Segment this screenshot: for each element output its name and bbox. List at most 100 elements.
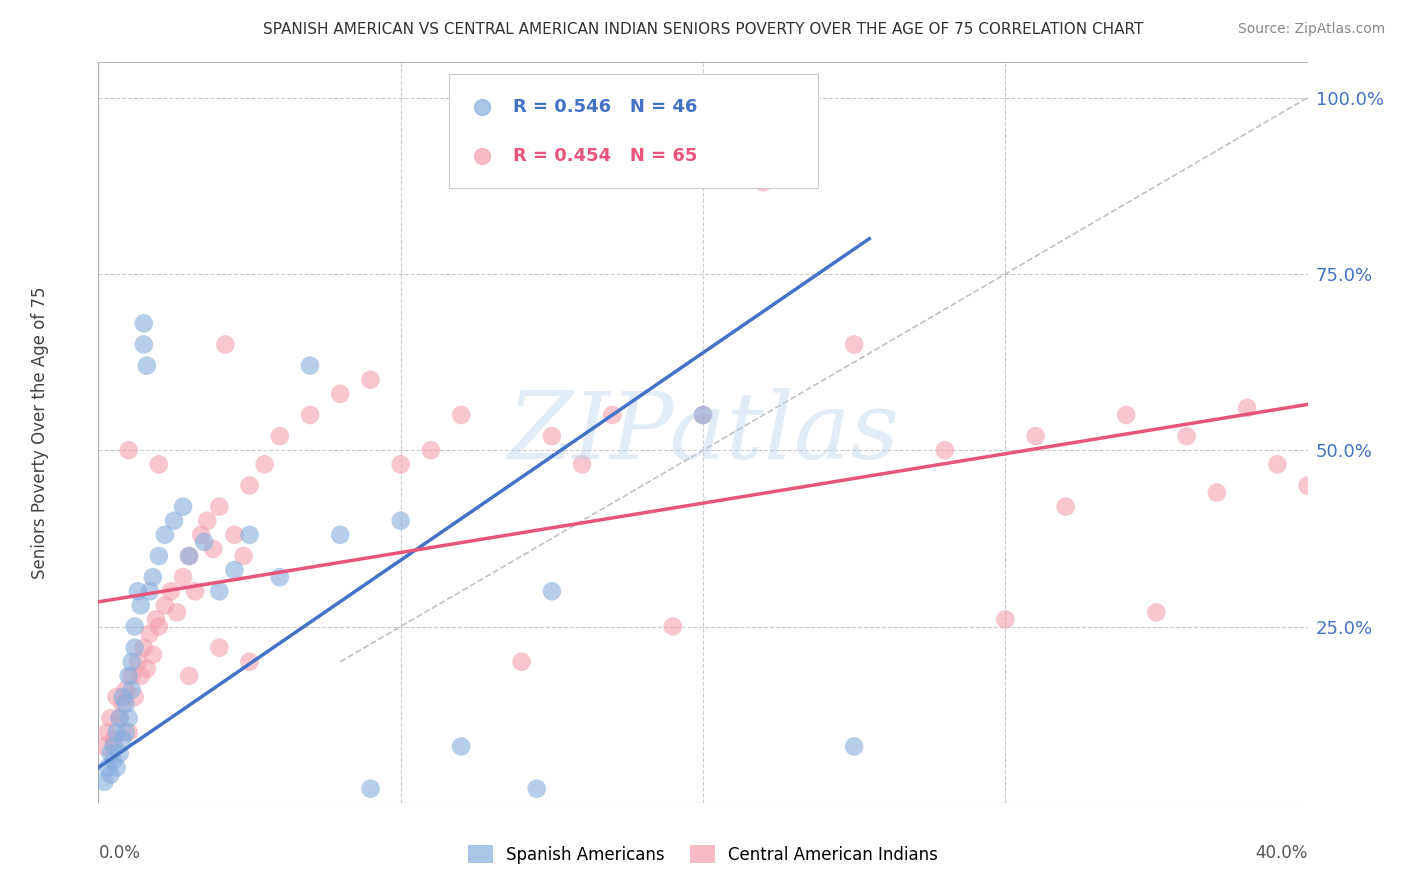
Point <box>118 725 141 739</box>
Point <box>269 570 291 584</box>
Point <box>118 711 141 725</box>
Point <box>124 619 146 633</box>
Point <box>299 408 322 422</box>
Point <box>118 669 141 683</box>
Point <box>1296 478 1319 492</box>
Point <box>153 599 176 613</box>
Point <box>129 669 152 683</box>
Point <box>420 443 443 458</box>
Point <box>172 500 194 514</box>
Text: ZIPatlas: ZIPatlas <box>508 388 898 477</box>
Point <box>96 725 118 739</box>
Point <box>1206 485 1229 500</box>
Text: R = 0.546   N = 46: R = 0.546 N = 46 <box>513 98 697 116</box>
Point <box>661 619 683 633</box>
Point <box>208 640 231 655</box>
Point <box>166 606 188 620</box>
Point <box>103 754 125 768</box>
Point <box>142 648 165 662</box>
Point <box>540 584 562 599</box>
Point <box>190 528 212 542</box>
Point <box>93 739 115 754</box>
Point <box>193 535 215 549</box>
Point <box>121 683 143 698</box>
Point <box>1144 606 1167 620</box>
Point <box>127 584 149 599</box>
Point <box>1267 458 1289 472</box>
Point <box>114 683 136 698</box>
Point <box>100 711 122 725</box>
Point <box>127 655 149 669</box>
Text: 40.0%: 40.0% <box>1256 844 1308 862</box>
Point <box>224 528 246 542</box>
Point <box>239 655 262 669</box>
Point <box>1024 429 1046 443</box>
Point <box>121 655 143 669</box>
Text: 0.0%: 0.0% <box>98 844 141 862</box>
Point <box>1054 500 1077 514</box>
Text: R = 0.454   N = 65: R = 0.454 N = 65 <box>513 147 697 165</box>
Point <box>105 690 128 704</box>
Point <box>329 387 352 401</box>
Point <box>132 640 155 655</box>
Point <box>179 669 201 683</box>
Point <box>118 443 141 458</box>
Point <box>103 732 125 747</box>
Point <box>253 458 276 472</box>
Point <box>163 514 186 528</box>
Point <box>148 458 170 472</box>
Point <box>153 528 176 542</box>
Point <box>450 739 472 754</box>
Point <box>139 626 162 640</box>
Point <box>602 408 624 422</box>
Point <box>184 584 207 599</box>
Point <box>179 549 201 563</box>
Point <box>121 669 143 683</box>
Text: SPANISH AMERICAN VS CENTRAL AMERICAN INDIAN SENIORS POVERTY OVER THE AGE OF 75 C: SPANISH AMERICAN VS CENTRAL AMERICAN IND… <box>263 22 1143 37</box>
Point <box>232 549 254 563</box>
Point <box>510 655 533 669</box>
Point <box>145 612 167 626</box>
Text: Seniors Poverty Over the Age of 75: Seniors Poverty Over the Age of 75 <box>31 286 49 579</box>
Point <box>1046 180 1069 194</box>
Point <box>100 747 122 761</box>
Point <box>208 500 231 514</box>
Point <box>129 599 152 613</box>
Point <box>111 732 134 747</box>
Point <box>329 528 352 542</box>
Point <box>111 697 134 711</box>
Point <box>179 549 201 563</box>
Point <box>135 662 157 676</box>
Point <box>844 337 866 351</box>
Point <box>124 640 146 655</box>
Point <box>692 408 714 422</box>
Point <box>239 528 262 542</box>
Point <box>105 760 128 774</box>
Point <box>103 739 125 754</box>
Point <box>299 359 322 373</box>
Point <box>111 690 134 704</box>
Point <box>360 373 382 387</box>
Point <box>450 408 472 422</box>
Point <box>224 563 246 577</box>
Point <box>132 337 155 351</box>
Text: Source: ZipAtlas.com: Source: ZipAtlas.com <box>1237 22 1385 37</box>
Point <box>108 711 131 725</box>
Point <box>100 767 122 781</box>
Point <box>1236 401 1258 415</box>
Point <box>96 760 118 774</box>
Point <box>139 584 162 599</box>
Point <box>160 584 183 599</box>
Point <box>148 549 170 563</box>
Point <box>135 359 157 373</box>
Point <box>114 697 136 711</box>
Point <box>142 570 165 584</box>
Point <box>114 725 136 739</box>
FancyBboxPatch shape <box>449 73 818 188</box>
Point <box>844 739 866 754</box>
Point <box>1046 133 1069 147</box>
Point <box>752 175 775 189</box>
Point <box>124 690 146 704</box>
Point <box>172 570 194 584</box>
Point <box>994 612 1017 626</box>
